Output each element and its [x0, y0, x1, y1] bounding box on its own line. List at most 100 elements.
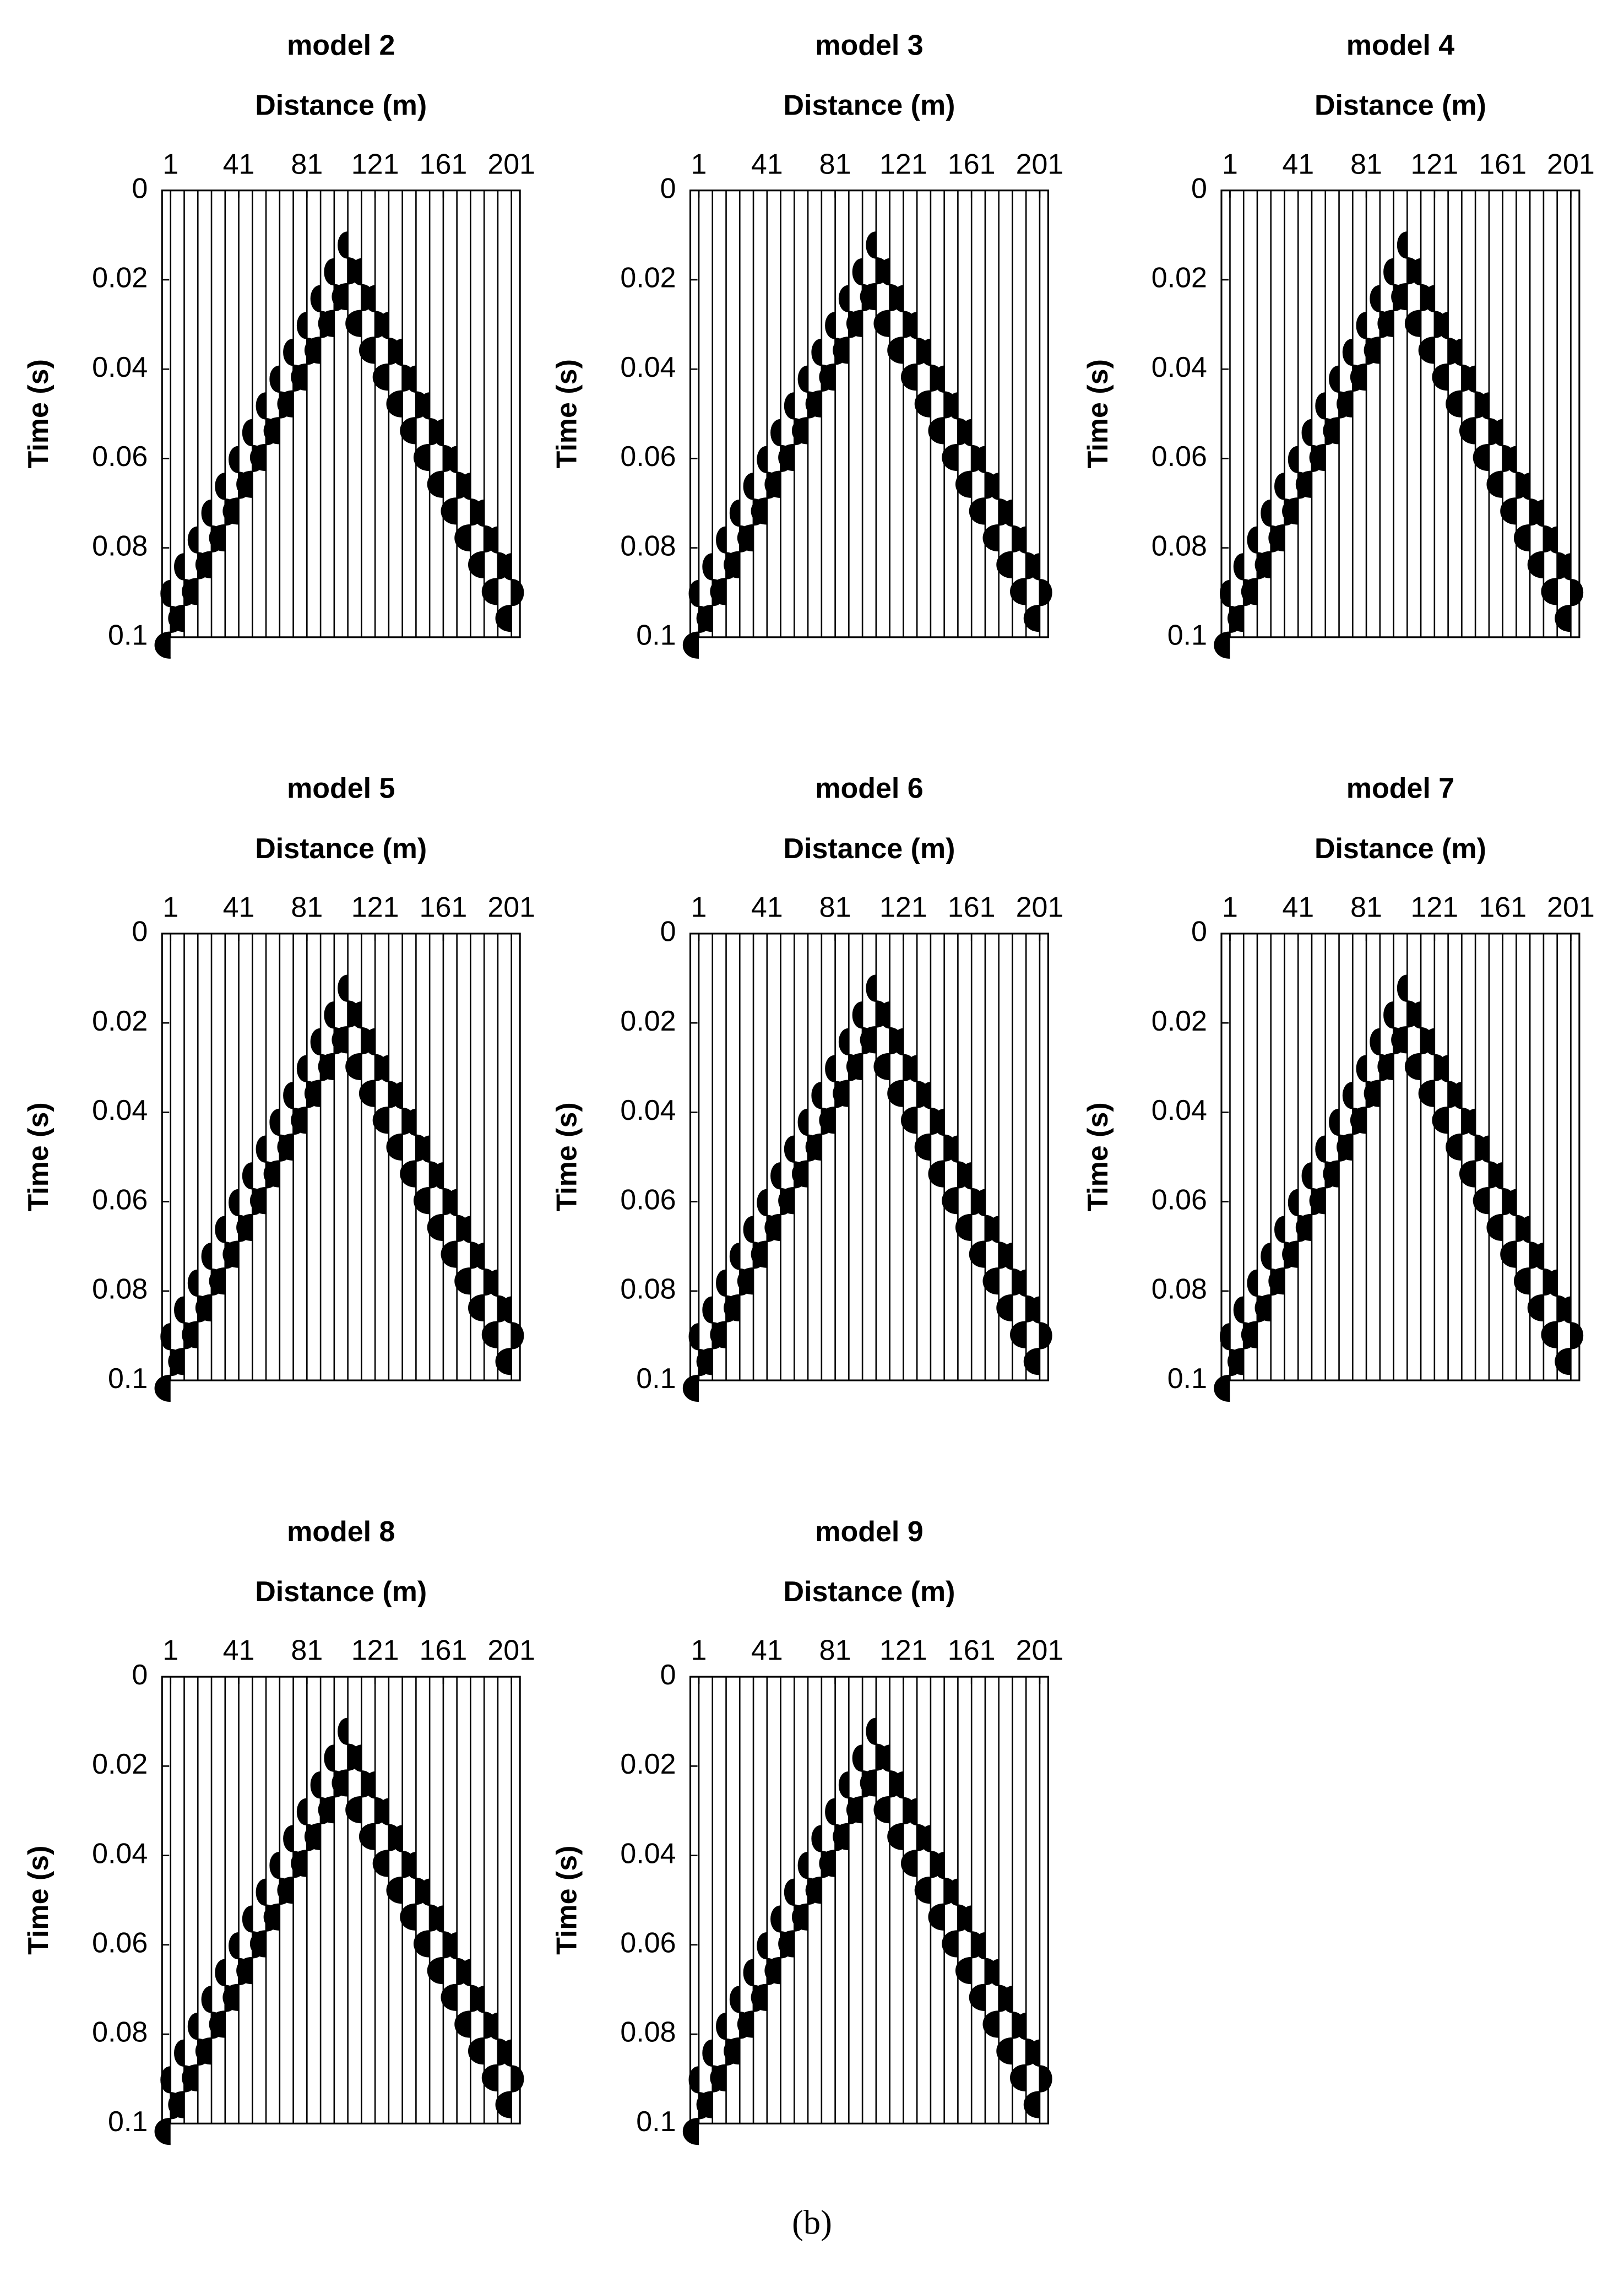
- chart-title: model 8: [287, 1516, 395, 1548]
- y-tick-label: 0: [132, 172, 148, 204]
- x-axis-label: Distance (m): [783, 90, 955, 122]
- x-tick-label: 41: [1282, 148, 1314, 180]
- x-tick-label: 201: [1547, 148, 1595, 180]
- x-tick-label: 201: [487, 1635, 535, 1667]
- y-tick-label: 0.04: [620, 1094, 676, 1126]
- wavelet: [1555, 553, 1583, 632]
- caption: (b): [792, 2203, 832, 2241]
- y-tick-label: 0.04: [92, 1094, 148, 1126]
- x-tick-label: 121: [351, 891, 399, 923]
- y-tick-label: 0.02: [92, 262, 148, 294]
- wavelet: [1391, 974, 1420, 1054]
- wavelet: [372, 1055, 401, 1134]
- chart-title: model 7: [1346, 773, 1454, 805]
- y-tick-label: 0: [660, 916, 676, 948]
- wavelet: [1023, 1296, 1052, 1375]
- y-tick-label: 0: [660, 1659, 676, 1691]
- x-tick-label: 121: [879, 148, 927, 180]
- x-tick-label: 41: [223, 148, 255, 180]
- wavelet: [1555, 1296, 1583, 1375]
- x-axis-label: Distance (m): [1315, 90, 1486, 122]
- wavelet: [1500, 1189, 1529, 1268]
- y-axis-label: Time (s): [551, 359, 583, 468]
- panel: model 5 Distance (m) Time (s) 1 41 81 121 161 20…: [23, 773, 535, 1402]
- x-tick-label: 121: [879, 1635, 927, 1667]
- y-axis-label: Time (s): [551, 1102, 583, 1211]
- y-tick-label: 0.08: [1152, 1273, 1207, 1305]
- axes-box: [161, 189, 521, 638]
- x-axis-label: Distance (m): [255, 833, 427, 865]
- x-tick-label: 41: [751, 1635, 783, 1667]
- wavelet: [345, 1001, 374, 1081]
- chart-title: model 3: [815, 30, 923, 62]
- x-tick-label: 121: [1410, 891, 1458, 923]
- y-tick-label: 0.06: [620, 1184, 676, 1216]
- x-tick-label: 121: [351, 1635, 399, 1667]
- y-tick-label: 0.08: [92, 530, 148, 562]
- wavelet: [345, 1744, 374, 1824]
- x-tick-label: 121: [879, 891, 927, 923]
- x-tick-label: 81: [291, 148, 323, 180]
- y-axis-label: Time (s): [551, 1846, 583, 1955]
- y-tick-label: 0.1: [108, 1363, 148, 1395]
- y-tick-label: 0.02: [92, 1748, 148, 1780]
- x-tick-label: 121: [1410, 148, 1458, 180]
- y-tick-label: 0.08: [1152, 530, 1207, 562]
- y-tick-label: 0.06: [1152, 441, 1207, 473]
- x-tick-label: 41: [1282, 891, 1314, 923]
- axes-box: [689, 933, 1049, 1381]
- panel: model 2 Distance (m) Time (s) 1 41 81 121 161 20…: [23, 30, 535, 659]
- y-tick-label: 0: [1191, 172, 1207, 204]
- y-tick-label: 0.1: [636, 2106, 676, 2138]
- y-tick-label: 0.04: [1152, 1094, 1207, 1126]
- y-tick-label: 0.08: [92, 2017, 148, 2048]
- x-axis-label: Distance (m): [255, 90, 427, 122]
- y-axis-label: Time (s): [23, 1102, 55, 1211]
- y-tick-label: 0.04: [92, 1838, 148, 1869]
- y-tick-label: 0: [132, 916, 148, 948]
- y-axis-label: Time (s): [23, 1846, 55, 1955]
- x-tick-label: 81: [291, 891, 323, 923]
- y-tick-label: 0.06: [620, 441, 676, 473]
- x-tick-label: 41: [751, 891, 783, 923]
- x-tick-label: 161: [1479, 148, 1527, 180]
- y-tick-label: 0.08: [620, 530, 676, 562]
- x-axis-label: Distance (m): [255, 1576, 427, 1608]
- x-tick-label: 201: [1016, 148, 1064, 180]
- x-tick-label: 201: [487, 891, 535, 923]
- y-tick-label: 0.08: [620, 1273, 676, 1305]
- y-tick-label: 0.1: [108, 620, 148, 652]
- y-tick-label: 0.06: [92, 1927, 148, 1959]
- panel: model 8 Distance (m) Time (s) 1 41 81 121 161 20…: [23, 1516, 535, 2145]
- x-tick-label: 201: [1016, 891, 1064, 923]
- x-tick-label: 161: [948, 891, 996, 923]
- x-tick-label: 41: [223, 1635, 255, 1667]
- y-tick-label: 0.02: [620, 1005, 676, 1037]
- y-tick-label: 0.1: [636, 1363, 676, 1395]
- y-tick-label: 0.06: [92, 441, 148, 473]
- x-tick-label: 161: [948, 1635, 996, 1667]
- y-tick-label: 0.04: [92, 351, 148, 383]
- x-tick-label: 41: [223, 891, 255, 923]
- y-tick-label: 0.02: [1152, 262, 1207, 294]
- panel: model 3 Distance (m) Time (s) 1 41 81 121 161 20…: [551, 30, 1064, 659]
- y-tick-label: 0: [1191, 916, 1207, 948]
- y-tick-label: 0.1: [1167, 1363, 1207, 1395]
- x-axis-label: Distance (m): [783, 833, 955, 865]
- x-tick-label: 161: [420, 891, 468, 923]
- x-tick-label: 81: [819, 148, 851, 180]
- wavelet: [1023, 553, 1052, 632]
- axes-box: [161, 1676, 521, 2124]
- y-tick-label: 0: [660, 172, 676, 204]
- x-tick-label: 161: [420, 148, 468, 180]
- y-tick-label: 0.04: [620, 1838, 676, 1869]
- x-tick-label: 1: [691, 148, 707, 180]
- y-tick-label: 0.04: [1152, 351, 1207, 383]
- x-tick-label: 161: [948, 148, 996, 180]
- chart-title: model 4: [1346, 30, 1455, 62]
- y-tick-label: 0.02: [620, 1748, 676, 1780]
- x-tick-label: 81: [1350, 891, 1382, 923]
- x-tick-label: 201: [487, 148, 535, 180]
- x-tick-label: 161: [1479, 891, 1527, 923]
